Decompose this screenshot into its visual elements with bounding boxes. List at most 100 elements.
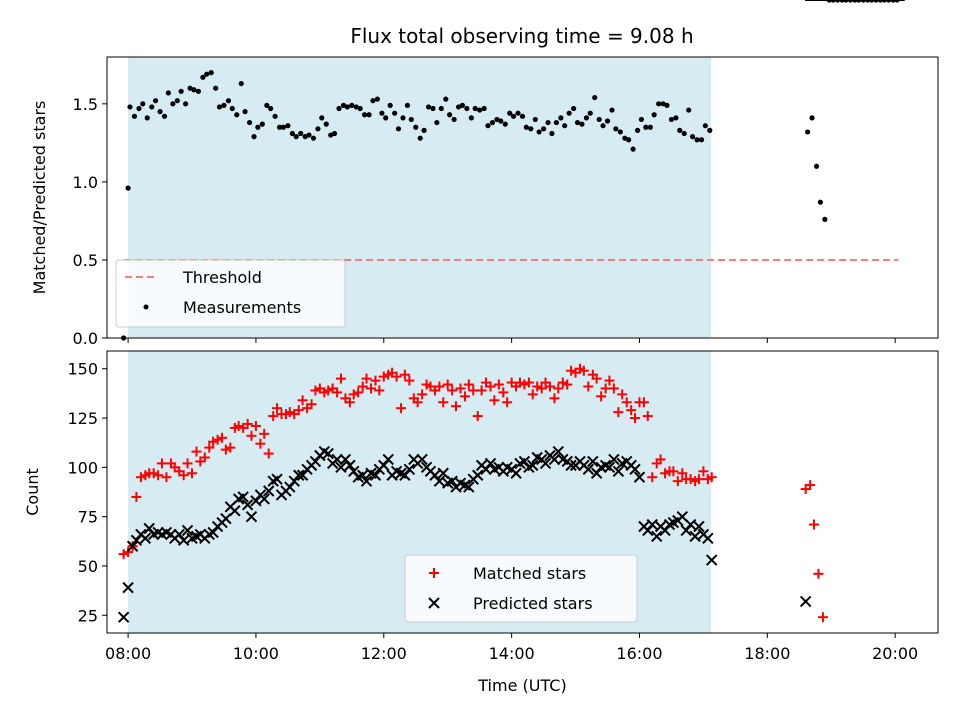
cross-stroke — [220, 512, 232, 525]
predicted-star-point — [331, 453, 343, 466]
bottom-legend: Matched stars Predicted stars — [404, 554, 638, 623]
matched-star-point — [442, 379, 453, 390]
measurement-point — [523, 124, 529, 130]
matched-star-point — [135, 472, 146, 483]
predicted-star-point — [284, 481, 296, 493]
cross-stroke — [178, 534, 190, 547]
predicted-star-point — [651, 530, 663, 543]
matched-star-point — [672, 476, 683, 487]
matched-star-point — [668, 466, 679, 477]
measurement-point — [125, 185, 131, 191]
predicted-star-point — [680, 524, 692, 537]
measurement-point — [331, 130, 338, 137]
matched-star-point — [344, 397, 355, 408]
matched-star-point — [557, 377, 568, 388]
matched-star-point — [805, 480, 816, 491]
matched-star-point — [472, 411, 483, 422]
cross-stroke — [322, 447, 334, 460]
matched-star-point — [608, 383, 619, 394]
measurement-point — [434, 119, 440, 126]
matched-star-point — [242, 418, 253, 429]
predicted-star-point — [646, 518, 658, 531]
measurement-point — [293, 134, 299, 140]
matched-star-point — [536, 383, 547, 394]
measurement-point — [813, 163, 820, 169]
matched-star-point — [212, 434, 223, 445]
measurement-point — [379, 110, 385, 116]
predicted-star-point — [472, 469, 484, 481]
predicted-star-point — [258, 493, 270, 505]
bottom-x-axis-ticks: 08:00 10:00 12:00 14:00 16:00 18:00 20:00 — [105, 633, 918, 663]
matched-star-point — [310, 385, 321, 396]
y-tick-label: 50 — [78, 557, 98, 576]
cross-stroke — [395, 467, 407, 479]
cross-stroke — [706, 554, 718, 566]
cross-stroke — [480, 463, 492, 476]
measurement-point — [298, 130, 304, 137]
cross-stroke — [587, 455, 599, 468]
measurement-point — [149, 104, 155, 110]
predicted-star-point — [229, 505, 241, 517]
cross-stroke — [122, 581, 134, 594]
measurement-point — [255, 124, 261, 130]
predicted-star-point — [518, 455, 531, 468]
cross-stroke — [296, 469, 309, 481]
cross-stroke — [403, 463, 416, 476]
matched-star-point — [178, 470, 189, 481]
matched-star-point — [617, 389, 628, 400]
measurement-point — [264, 102, 270, 108]
predicted-star-point — [552, 445, 565, 458]
matched-star-point — [630, 413, 641, 424]
cross-stroke — [126, 540, 139, 552]
matched-star-point — [293, 405, 304, 416]
matched-star-point — [123, 547, 134, 558]
matched-star-point — [323, 385, 334, 396]
measurement-point — [574, 119, 581, 126]
measurement-point — [668, 116, 675, 123]
predicted-star-point — [178, 534, 190, 547]
cross-stroke — [459, 479, 471, 491]
y-tick-label: 0.0 — [73, 329, 98, 348]
matched-star-point — [399, 369, 410, 380]
predicted-star-point — [139, 532, 152, 545]
measurement-point — [464, 105, 470, 112]
matched-stars-points — [118, 0, 905, 623]
matched-star-point — [284, 407, 295, 418]
measurement-point — [383, 115, 389, 121]
chart-title: Flux total observing time = 9.08 h — [350, 24, 693, 48]
measurement-point — [451, 116, 457, 123]
predicted-star-point — [484, 457, 497, 470]
y-tick-label: 125 — [67, 409, 98, 428]
matched-stars-legend-label: Matched stars — [473, 564, 586, 583]
predicted-star-point — [241, 499, 254, 511]
matched-star-point — [233, 420, 244, 431]
measurement-point — [698, 137, 705, 143]
cross-stroke — [676, 510, 689, 523]
cross-stroke — [646, 518, 658, 531]
measurements-legend-swatch — [143, 304, 149, 310]
cross-stroke — [271, 473, 283, 485]
matched-star-point — [485, 381, 496, 392]
cross-stroke — [603, 461, 616, 474]
measurement-point — [336, 105, 342, 112]
matched-star-point — [476, 385, 487, 396]
x-tick-label: 14:00 — [489, 644, 535, 663]
matched-star-point — [527, 389, 538, 400]
measurement-point — [310, 135, 317, 141]
cross-stroke — [258, 493, 270, 505]
measurement-point — [152, 98, 159, 104]
matched-star-point — [306, 399, 317, 410]
cross-stroke — [531, 451, 543, 464]
cross-stroke — [160, 526, 173, 539]
predicted-star-point — [706, 554, 718, 566]
measurement-point — [238, 80, 244, 87]
cross-stroke — [173, 528, 185, 541]
measurement-point — [362, 112, 368, 118]
predicted-stars-legend-swatch — [428, 597, 440, 609]
measurement-point — [515, 110, 521, 116]
measurement-point — [694, 137, 700, 143]
predicted-star-point — [250, 495, 262, 507]
predicted-star-point — [527, 459, 539, 472]
matched-star-point — [655, 454, 666, 465]
measurement-point — [472, 105, 478, 112]
